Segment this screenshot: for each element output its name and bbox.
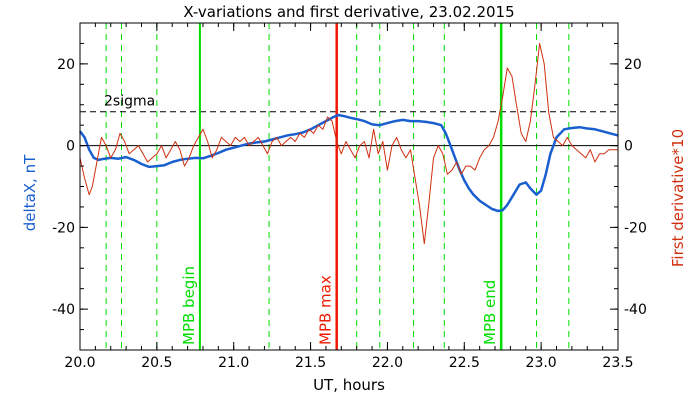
series-line-deltaX <box>79 113 619 213</box>
y-tick-label-left: -40 <box>52 302 75 318</box>
chart-title: X-variations and first derivative, 23.02… <box>183 3 514 21</box>
y-tick-label-left: -20 <box>52 220 75 236</box>
x-tick-label: 21.0 <box>218 355 249 371</box>
y-axis-label-left: deltaX, nT <box>21 154 39 231</box>
y-tick-label-right: -20 <box>624 220 647 236</box>
plot-area: 2sigma MPB begin MPB max MPB end <box>79 23 619 350</box>
plot-frame <box>79 22 619 351</box>
x-tick-label: 23.0 <box>526 355 557 371</box>
y-tick-label-right: -40 <box>624 302 647 318</box>
mpb-begin-label: MPB begin <box>180 266 198 345</box>
axes-ticks: 20.0 20.5 21.0 21.5 22.0 22.5 23.0 23.5 -40 -40 -2… <box>52 22 647 371</box>
y-tick-label-right: 20 <box>624 57 642 73</box>
x-axis-label: UT, hours <box>313 376 385 394</box>
mpb-max-label: MPB max <box>317 275 335 345</box>
x-tick-label: 21.5 <box>295 355 326 371</box>
x-tick-label: 20.5 <box>141 355 172 371</box>
sigma-label: 2sigma <box>104 94 155 110</box>
x-tick-label: 22.0 <box>372 355 403 371</box>
y-axis-label-right: First derivative*10 <box>669 129 687 267</box>
x-tick-label: 23.5 <box>602 355 633 371</box>
y-tick-label-left: 0 <box>66 139 75 155</box>
y-tick-label-left: 20 <box>57 57 75 73</box>
x-tick-label: 22.5 <box>449 355 480 371</box>
mpb-end-label: MPB end <box>481 280 499 345</box>
y-tick-label-right: 0 <box>624 139 633 155</box>
series-line-derivative <box>79 42 618 245</box>
x-tick-label: 20.0 <box>64 355 95 371</box>
